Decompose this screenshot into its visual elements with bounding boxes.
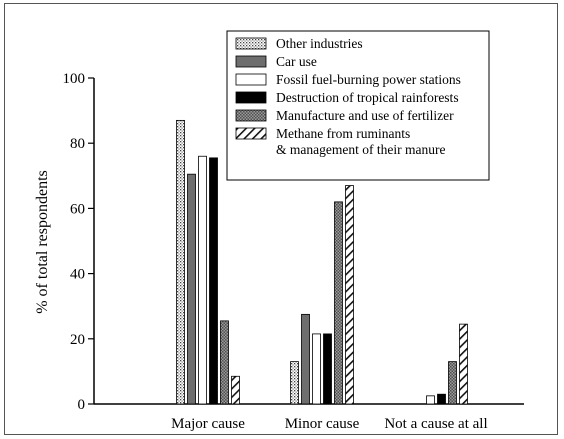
bar <box>345 185 354 405</box>
legend-box <box>226 30 490 181</box>
legend-swatch <box>235 73 267 86</box>
y-axis-label: % of total respondents <box>34 170 51 314</box>
legend-label: Other industries <box>276 36 363 51</box>
bar <box>426 395 435 405</box>
y-tick-label: 0 <box>78 397 86 413</box>
y-tick-label: 100 <box>63 71 86 87</box>
bar <box>459 323 468 405</box>
bar <box>198 155 207 405</box>
bar <box>209 157 218 405</box>
x-tick-labels: Major cause Minor cause Not a cause at all <box>171 416 488 432</box>
bar <box>290 361 299 405</box>
bar <box>176 119 185 405</box>
legend-swatch <box>235 55 267 68</box>
legend-label: Car use <box>276 54 317 69</box>
y-ticks: 0 20 40 60 80 100 <box>63 71 94 413</box>
legend-label: Manufacture and use of fertilizer <box>276 108 454 123</box>
legend-swatch <box>235 91 267 104</box>
bars <box>176 119 468 405</box>
bar <box>334 201 343 405</box>
legend-swatch <box>235 37 267 50</box>
bar <box>312 333 321 405</box>
y-tick-label: 20 <box>70 332 85 348</box>
legend: Other industries Car use Fossil fuel-burni… <box>226 30 490 181</box>
bar <box>231 375 240 405</box>
bar <box>323 333 332 405</box>
y-tick-label: 80 <box>70 136 85 152</box>
x-tick-label: Not a cause at all <box>384 416 487 432</box>
x-tick-label: Major cause <box>171 416 245 432</box>
x-tick-label: Minor cause <box>285 416 360 432</box>
y-tick-label: 40 <box>70 267 85 283</box>
bar <box>301 313 310 405</box>
legend-swatch <box>235 127 267 140</box>
legend-swatch <box>235 109 267 122</box>
legend-label: Methane from ruminants & management of th… <box>276 126 445 157</box>
y-tick-label: 60 <box>70 201 85 217</box>
bar <box>437 393 446 405</box>
legend-label: Destruction of tropical rainforests <box>276 90 459 105</box>
legend-label: Fossil fuel-burning power stations <box>276 72 461 87</box>
bar <box>220 320 229 405</box>
bar <box>187 173 196 405</box>
bar <box>448 361 457 405</box>
